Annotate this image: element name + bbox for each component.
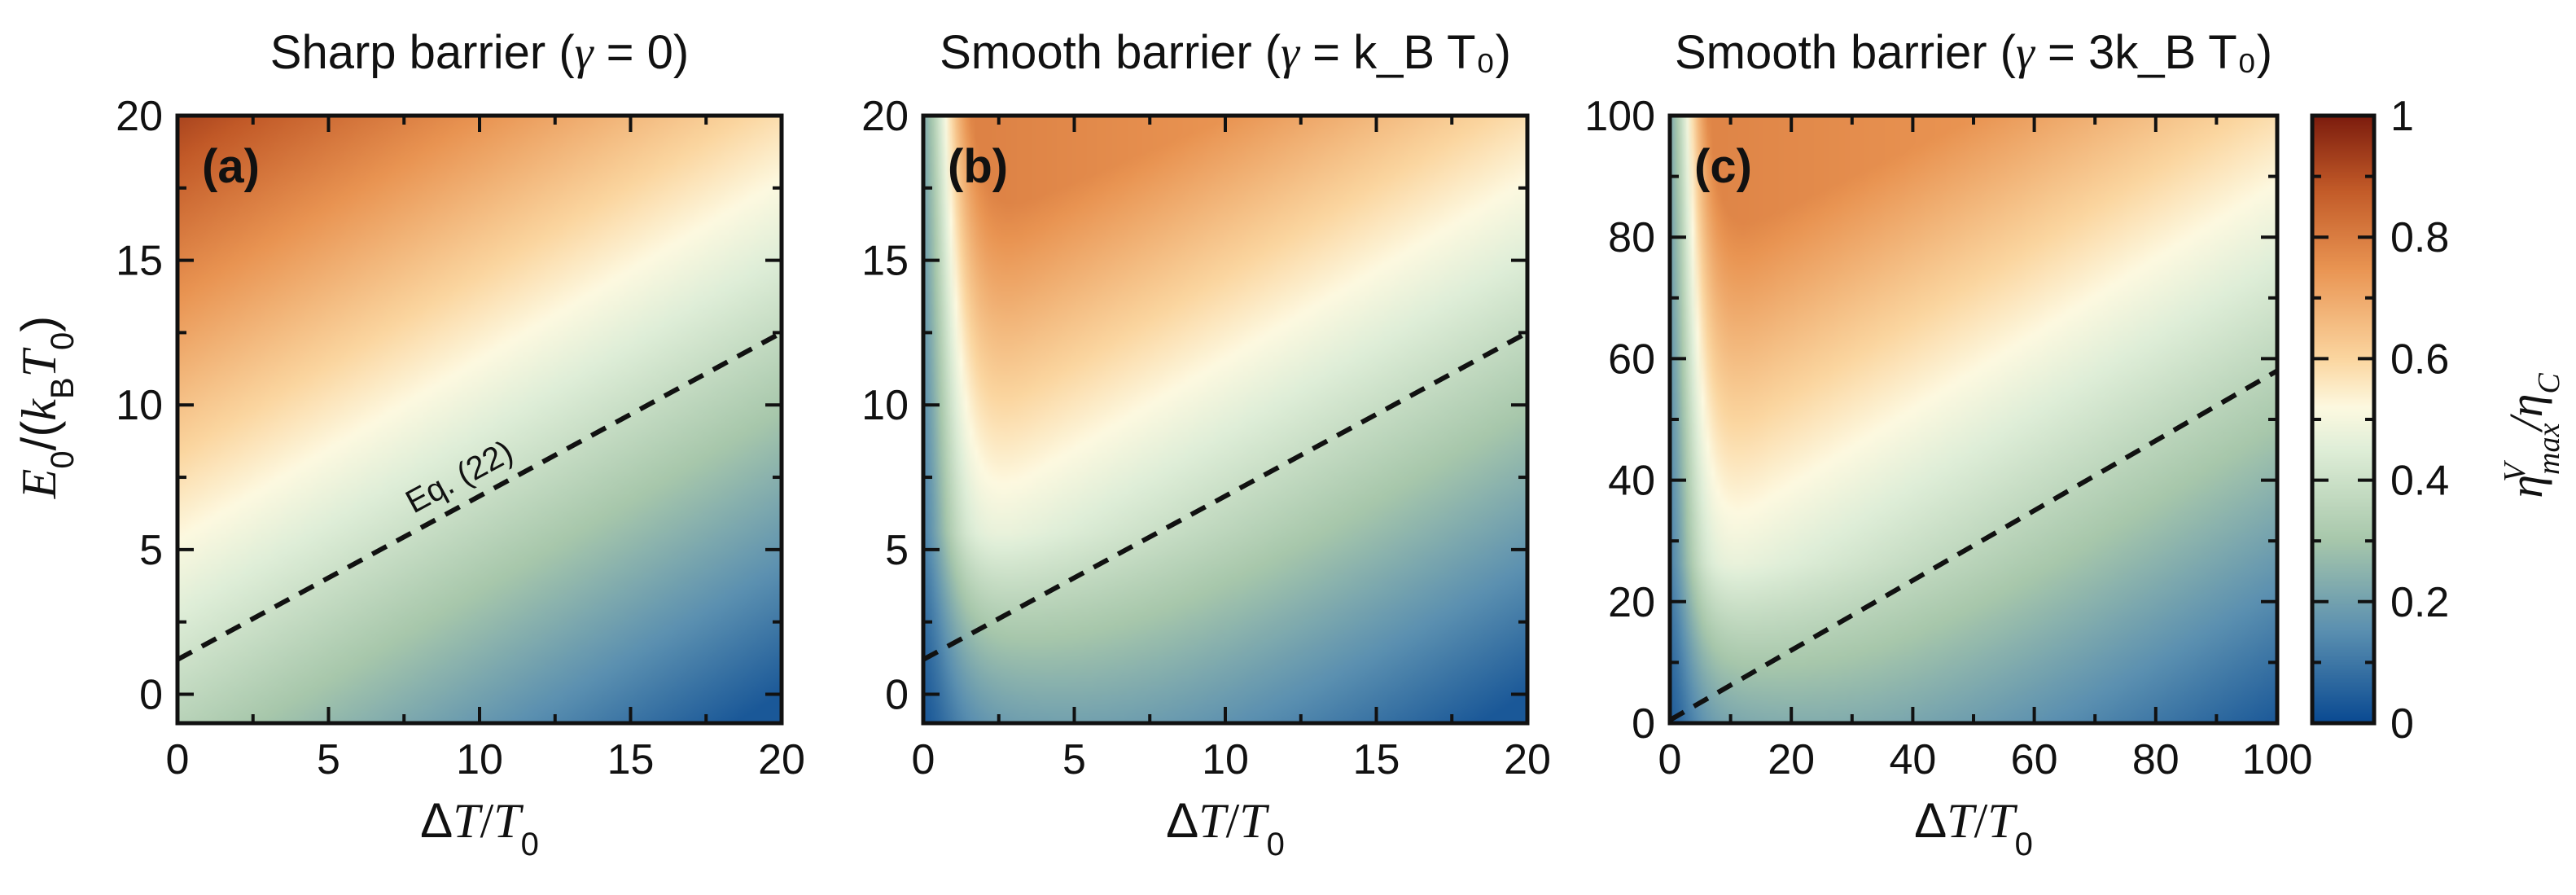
x-tick-label: 20 [1504, 736, 1551, 783]
y-tick-label: 15 [861, 238, 909, 285]
x-tick-label: 80 [2132, 736, 2180, 783]
panel-label: (c) [1694, 140, 1752, 193]
y-tick-label: 20 [116, 93, 163, 140]
y-tick-label: 60 [1608, 336, 1655, 383]
y-tick-label: 10 [861, 382, 909, 429]
heatmap-0 [177, 116, 782, 723]
cbar-tick-label: 0.2 [2390, 579, 2449, 626]
heatmap-2 [1670, 116, 2277, 723]
y-tick-label: 5 [139, 527, 163, 574]
x-tick-label: 10 [456, 736, 503, 783]
panel-1: 0 5 10 15 20 0 5 10 15 20 (b) Smooth barrier (γ = k… [861, 26, 1551, 862]
y-tick-label: 10 [116, 382, 163, 429]
x-axis-label: ΔT/T0 [1166, 793, 1285, 862]
colorbar-label: ηmaxV/ηC [2498, 373, 2566, 498]
x-tick-label: 10 [1202, 736, 1249, 783]
colorbar: 0 0.2 0.4 0.6 0.8 1 [2310, 93, 2449, 748]
cbar-tick-label: 0 [2390, 700, 2414, 748]
cbar-tick-label: 1 [2390, 93, 2414, 140]
cbar-tick-label: 0.6 [2390, 336, 2449, 383]
panel-title: Sharp barrier (γ = 0) [270, 26, 689, 79]
x-tick-label: 0 [166, 736, 190, 783]
x-tick-label: 15 [1353, 736, 1400, 783]
x-axis-label: ΔT/T0 [1914, 793, 2033, 862]
x-tick-label: 40 [1889, 736, 1936, 783]
dashed-line-0 [176, 330, 783, 662]
y-tick-label: 20 [1608, 579, 1655, 626]
y-tick-label: 0 [139, 671, 163, 718]
y-tick-label: 0 [1632, 700, 1655, 748]
y-tick-label: 100 [1584, 93, 1655, 140]
x-tick-label: 5 [1062, 736, 1086, 783]
x-tick-label: 60 [2011, 736, 2058, 783]
panel-label: (b) [948, 140, 1008, 193]
y-tick-label: 15 [116, 238, 163, 285]
y-tick-label: 5 [885, 527, 909, 574]
x-tick-label: 5 [317, 736, 340, 783]
y-tick-label: 0 [885, 671, 909, 718]
colorbar-gradient [2312, 116, 2374, 723]
panel-label: (a) [202, 140, 260, 193]
x-axis-label: ΔT/T0 [420, 793, 539, 862]
cbar-tick-label: 0.8 [2390, 214, 2449, 261]
cbar-tick-label: 0.4 [2390, 458, 2449, 505]
y-tick-label: 80 [1608, 214, 1655, 261]
x-tick-label: 20 [758, 736, 805, 783]
panel-title: Smooth barrier (γ = k_B T₀) [940, 26, 1511, 79]
panel-2: 0 20 40 60 80 100 0 20 40 60 80 100 (c) Smooth barrie… [1584, 26, 2312, 862]
heatmap-1 [923, 116, 1527, 723]
x-tick-label: 0 [912, 736, 935, 783]
panel-title: Smooth barrier (γ = 3k_B T₀) [1675, 26, 2272, 79]
x-tick-label: 15 [607, 736, 655, 783]
x-tick-label: 100 [2242, 736, 2313, 783]
y-tick-label: 40 [1608, 458, 1655, 505]
dashed-line-1 [922, 330, 1529, 662]
dashed-line-2 [1668, 368, 2279, 722]
x-tick-label: 20 [1768, 736, 1815, 783]
x-tick-label: 0 [1658, 736, 1682, 783]
y-axis-label: E0/(kBT0) [11, 316, 81, 500]
y-tick-label: 20 [861, 93, 909, 140]
